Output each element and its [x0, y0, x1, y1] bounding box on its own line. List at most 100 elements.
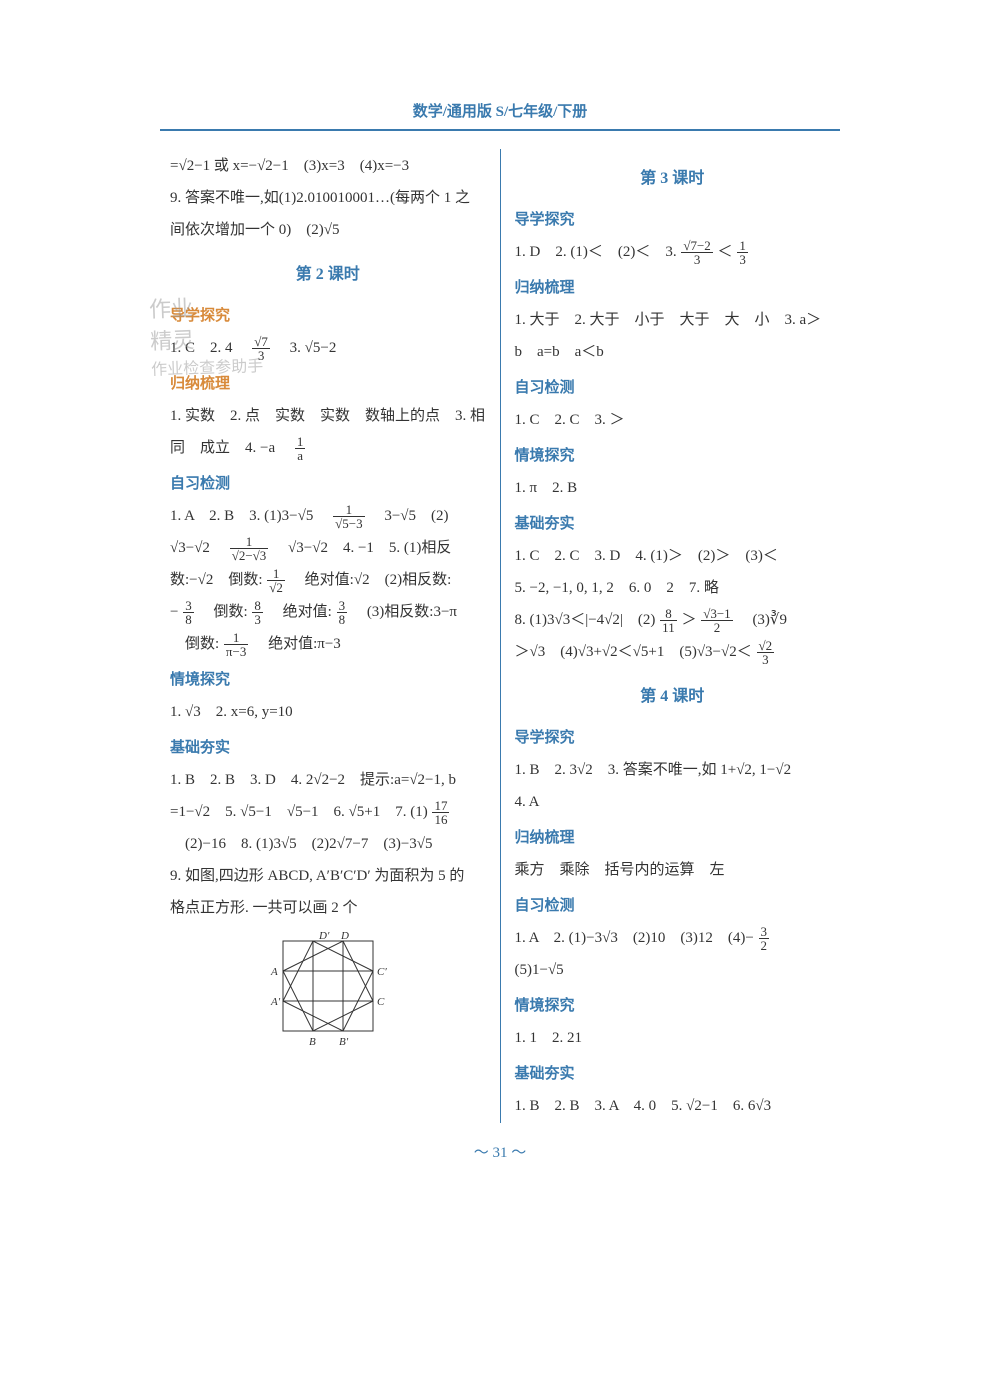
page-header: 数学/通用版 S/七年级/下册	[160, 100, 840, 121]
fraction: 3 8	[337, 599, 348, 626]
section-heading: 自习检测	[515, 891, 831, 921]
text: 倒数:	[170, 636, 219, 652]
section-heading: 导学探究	[515, 205, 831, 235]
text: 绝对值:π−3	[253, 636, 341, 652]
fraction: 1 √2	[267, 567, 285, 594]
text-line: (5)1−√5	[515, 955, 831, 985]
section-heading: 情境探究	[515, 441, 831, 471]
lesson-title: 第 3 课时	[515, 163, 831, 195]
left-column: =√2−1 或 x=−√2−1 (3)x=3 (4)x=−3 9. 答案不唯一,…	[160, 149, 501, 1123]
text-line: 9. 答案不唯一,如(1)2.010010001…(每两个 1 之	[170, 183, 486, 213]
text: 同 成立 4. −a	[170, 440, 290, 456]
lesson-title: 第 4 课时	[515, 681, 831, 713]
text-line: 同 成立 4. −a 1 a	[170, 433, 486, 463]
text: 1. A 2. B 3. (1)3−√5	[170, 508, 328, 524]
text: √3−√2 4. −1 5. (1)相反	[273, 540, 451, 556]
text-line: 1. C 2. C 3. D 4. (1)＞ (2)＞ (3)＜	[515, 541, 831, 571]
text: (3)相反数:3−π	[352, 604, 457, 620]
fraction: 1 a	[295, 435, 306, 462]
text: 3−√5 (2)	[369, 508, 448, 524]
section-heading: 自习检测	[170, 469, 486, 499]
text: 绝对值:√2 (2)相反数:	[290, 572, 452, 588]
section-heading: 导学探究	[170, 301, 486, 331]
text-line: 1. C 2. 4 √7 3 3. √5−2	[170, 333, 486, 363]
text-line: 9. 如图,四边形 ABCD, A′B′C′D′ 为面积为 5 的	[170, 861, 486, 891]
text-line: √3−√2 1 √2−√3 √3−√2 4. −1 5. (1)相反	[170, 533, 486, 563]
text-line: 1. B 2. 3√2 3. 答案不唯一,如 1+√2, 1−√2	[515, 755, 831, 785]
text-line: 1. 1 2. 21	[515, 1023, 831, 1053]
text-line: 1. B 2. B 3. D 4. 2√2−2 提示:a=√2−1, b	[170, 765, 486, 795]
text: =1−√2 5. √5−1 √5−1 6. √5+1 7. (1)	[170, 804, 428, 820]
right-column: 第 3 课时 导学探究 1. D 2. (1)＜ (2)＜ 3. √7−2 3 …	[501, 149, 841, 1123]
svg-text:C: C	[377, 996, 385, 1008]
text-line: 8. (1)3√3＜|−4√2| (2) 8 11 ＞ √3−1 2 (3)∛9	[515, 605, 831, 635]
text: 倒数:	[198, 604, 247, 620]
text: −	[170, 604, 178, 620]
fraction: 3 8	[183, 599, 194, 626]
text: 绝对值:	[268, 604, 332, 620]
fraction: 17 16	[432, 799, 449, 826]
text-line: 1. D 2. (1)＜ (2)＜ 3. √7−2 3 ＜ 1 3	[515, 237, 831, 267]
section-heading: 基础夯实	[515, 1059, 831, 1089]
text: √3−√2	[170, 540, 225, 556]
text-line: 1. 实数 2. 点 实数 实数 数轴上的点 3. 相	[170, 401, 486, 431]
two-columns: =√2−1 或 x=−√2−1 (3)x=3 (4)x=−3 9. 答案不唯一,…	[160, 149, 840, 1123]
text-line: 格点正方形. 一共可以画 2 个	[170, 893, 486, 923]
text-line: b a=b a＜b	[515, 337, 831, 367]
text-line: 4. A	[515, 787, 831, 817]
text-line: 1. A 2. B 3. (1)3−√5 1 √5−3 3−√5 (2)	[170, 501, 486, 531]
text-line: =1−√2 5. √5−1 √5−1 6. √5+1 7. (1) 17 16	[170, 797, 486, 827]
section-heading: 基础夯实	[515, 509, 831, 539]
text: 1. A 2. (1)−3√3 (2)10 (3)12 (4)−	[515, 930, 754, 946]
text-line: 倒数: 1 π−3 绝对值:π−3	[170, 629, 486, 659]
fraction: √2 3	[757, 639, 775, 666]
fraction: 1 π−3	[224, 631, 248, 658]
text-line: − 3 8 倒数: 8 3 绝对值: 3 8 (3)相反数:3−π	[170, 597, 486, 627]
text: 8. (1)3√3＜|−4√2| (2)	[515, 612, 656, 628]
fraction: 1 √5−3	[333, 503, 364, 530]
svg-text:B: B	[309, 1036, 316, 1048]
fraction: √7−2 3	[681, 239, 712, 266]
text: 1. D 2. (1)＜ (2)＜ 3.	[515, 244, 681, 260]
text: ＞√3 (4)√3+√2＜√5+1 (5)√3−√2＜	[515, 644, 752, 660]
page-number: ～ 31 ～	[160, 1141, 840, 1162]
svg-text:C′: C′	[377, 966, 387, 978]
svg-text:A: A	[270, 966, 278, 978]
section-heading: 归纳梳理	[515, 823, 831, 853]
fraction: √7 3	[252, 335, 270, 362]
svg-text:B′: B′	[339, 1036, 349, 1048]
text-line: (2)−16 8. (1)3√5 (2)2√7−7 (3)−3√5	[170, 829, 486, 859]
section-heading: 情境探究	[170, 665, 486, 695]
text: 数:−√2 倒数:	[170, 572, 263, 588]
text-line: 1. √3 2. x=6, y=10	[170, 697, 486, 727]
text-line: ＞√3 (4)√3+√2＜√5+1 (5)√3−√2＜ √2 3	[515, 637, 831, 667]
fraction: 1 3	[737, 239, 748, 266]
fraction: √3−1 2	[701, 607, 732, 634]
text-line: 1. A 2. (1)−3√3 (2)10 (3)12 (4)− 3 2	[515, 923, 831, 953]
section-heading: 基础夯实	[170, 733, 486, 763]
section-heading: 情境探究	[515, 991, 831, 1021]
svg-text:A′: A′	[270, 996, 281, 1008]
fraction: 3 2	[759, 925, 770, 952]
text-line: =√2−1 或 x=−√2−1 (3)x=3 (4)x=−3	[170, 151, 486, 181]
page: 数学/通用版 S/七年级/下册 =√2−1 或 x=−√2−1 (3)x=3 (…	[0, 0, 1000, 1202]
fraction: 8 11	[660, 607, 677, 634]
text-line: 5. −2, −1, 0, 1, 2 6. 0 2 7. 略	[515, 573, 831, 603]
section-heading: 导学探究	[515, 723, 831, 753]
section-heading: 归纳梳理	[515, 273, 831, 303]
text: 1. C 2. 4	[170, 340, 248, 356]
text-line: 1. π 2. B	[515, 473, 831, 503]
header-rule	[160, 129, 840, 131]
lesson-title: 第 2 课时	[170, 259, 486, 291]
text-line: 1. 大于 2. 大于 小于 大于 大 小 3. a＞	[515, 305, 831, 335]
text: 3. √5−2	[275, 340, 337, 356]
text-line: 间依次增加一个 0) (2)√5	[170, 215, 486, 245]
text-line: 1. C 2. C 3. ＞	[515, 405, 831, 435]
text: ＜	[718, 244, 737, 260]
svg-text:D′: D′	[318, 931, 330, 942]
text: ＞	[681, 612, 696, 628]
text-line: 乘方 乘除 括号内的运算 左	[515, 855, 831, 885]
fraction: 1 √2−√3	[230, 535, 269, 562]
grid-squares-svg: D′ D A A′ C′ C B B′	[263, 931, 393, 1051]
section-heading: 归纳梳理	[170, 369, 486, 399]
